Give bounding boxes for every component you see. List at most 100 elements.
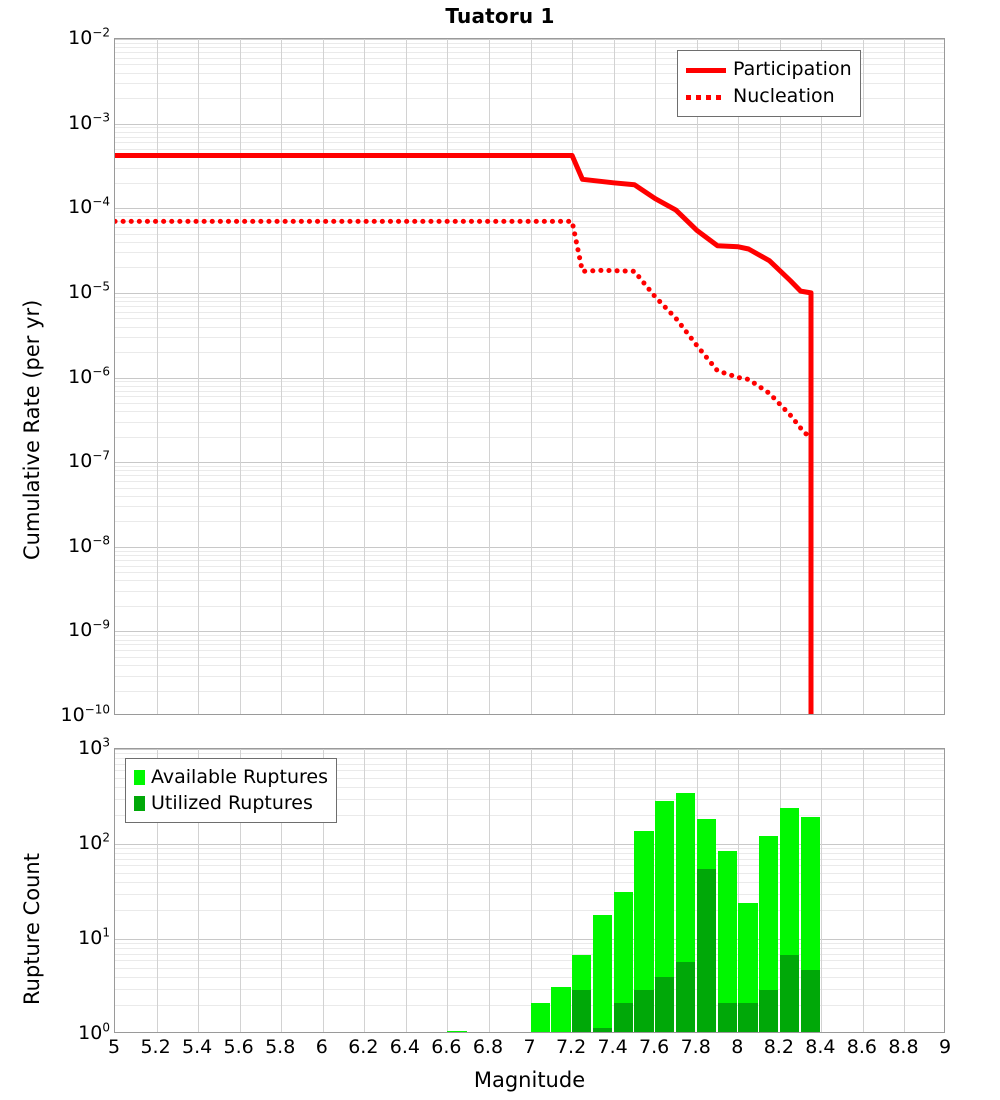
legend-item-available-ruptures[interactable]: Available Ruptures (134, 764, 328, 790)
gridline-minor (115, 481, 944, 482)
x-tick-label: 7 (523, 1036, 536, 1058)
gridline-minor (115, 640, 944, 641)
y-tick-label: 10−5 (68, 279, 110, 303)
histogram-bar (738, 749, 758, 1032)
x-tick-label: 8.8 (888, 1036, 919, 1058)
gridline-minor (115, 337, 944, 338)
gridline-vertical (904, 39, 905, 714)
gridline-vertical (157, 39, 158, 714)
gridline-minor (115, 411, 944, 412)
gridline-vertical (406, 39, 407, 714)
gridline-minor (115, 301, 944, 302)
gridline-minor (115, 297, 944, 298)
gridline-major (115, 208, 944, 209)
x-tick-label: 5.8 (265, 1036, 296, 1058)
gridline-minor (115, 572, 944, 573)
gridline-minor (115, 466, 944, 467)
bar-available (613, 891, 633, 1032)
gridline-minor (115, 787, 944, 788)
gridline-vertical (531, 39, 532, 714)
gridline-minor (115, 865, 944, 866)
gridline-vertical (489, 749, 490, 1032)
bar-utilized (717, 1003, 737, 1032)
gridline-vertical (364, 749, 365, 1032)
gridline-minor (115, 212, 944, 213)
histogram-bar (592, 749, 613, 1032)
gridline-minor (115, 606, 944, 607)
gridline-minor (115, 560, 944, 561)
bar-available (738, 902, 758, 1032)
gridline-minor (115, 475, 944, 476)
gridline-minor (115, 691, 944, 692)
gridline-vertical (198, 749, 199, 1032)
bar-utilized (800, 969, 820, 1032)
x-tick-label: 6.4 (389, 1036, 420, 1058)
bar-available (759, 836, 779, 1032)
gridline-minor (115, 853, 944, 854)
x-tick-label: 7.4 (597, 1036, 628, 1058)
gridline-minor (115, 381, 944, 382)
gridline-minor (115, 496, 944, 497)
gridline-minor (115, 665, 944, 666)
gridline-vertical (863, 39, 864, 714)
grid-bottom (115, 749, 944, 1032)
gridline-minor (115, 64, 944, 65)
rupture-histogram (115, 749, 944, 1032)
gridline-vertical (406, 749, 407, 1032)
gridline-major (115, 124, 944, 125)
gridline-vertical (281, 749, 282, 1032)
y-tick-label: 10−10 (60, 702, 110, 726)
gridline-minor (115, 327, 944, 328)
series-participation (115, 153, 814, 714)
histogram-bar (634, 749, 654, 1032)
bar-available (634, 831, 654, 1032)
gridline-minor (115, 657, 944, 658)
bar-available (655, 801, 675, 1032)
gridline-minor (115, 968, 944, 969)
histogram-bar (551, 749, 571, 1032)
x-tick-label: 7.6 (639, 1036, 670, 1058)
gridline-vertical (323, 749, 324, 1032)
gridline-minor (115, 910, 944, 911)
bar-available (551, 986, 571, 1032)
legend-item-nucleation[interactable]: Nucleation (686, 83, 852, 110)
nucleation-line-icon (686, 89, 726, 105)
gridline-vertical (821, 749, 822, 1032)
x-tick-label: 7.8 (680, 1036, 711, 1058)
gridline-vertical (572, 749, 573, 1032)
gridline-vertical (821, 39, 822, 714)
x-tick-label: 6 (315, 1036, 328, 1058)
x-tick-label: 5.4 (181, 1036, 213, 1058)
x-tick-label: 8 (731, 1036, 744, 1058)
y-tick-label: 10−3 (68, 110, 110, 134)
histogram-bar (779, 749, 800, 1032)
gridline-vertical (780, 39, 781, 714)
bar-available (592, 915, 613, 1032)
available-swatch-icon (134, 769, 145, 785)
gridline-vertical (697, 39, 698, 714)
legend-item-utilized-ruptures[interactable]: Utilized Ruptures (134, 790, 328, 816)
y-tick-label: 100 (78, 1020, 110, 1044)
gridline-minor (115, 960, 944, 961)
gridline-vertical (531, 749, 532, 1032)
gridline-vertical (738, 749, 739, 1032)
gridline-minor (115, 815, 944, 816)
legend-item-participation[interactable]: Participation (686, 56, 852, 83)
x-tick-label: 5.2 (140, 1036, 171, 1058)
x-tick-label: 5 (107, 1036, 121, 1058)
gridline-minor (115, 521, 944, 522)
x-tick-label: 6.6 (431, 1036, 462, 1058)
gridline-minor (115, 506, 944, 507)
gridline-minor (115, 488, 944, 489)
gridline-major (115, 39, 944, 40)
y-tick-label: 10−6 (68, 364, 110, 388)
gridline-minor (115, 650, 944, 651)
gridline-minor (115, 437, 944, 438)
gridline-minor (115, 859, 944, 860)
gridline-minor (115, 566, 944, 567)
gridline-minor (115, 644, 944, 645)
gridline-minor (115, 137, 944, 138)
bar-available (530, 1003, 550, 1032)
gridline-minor (115, 127, 944, 128)
